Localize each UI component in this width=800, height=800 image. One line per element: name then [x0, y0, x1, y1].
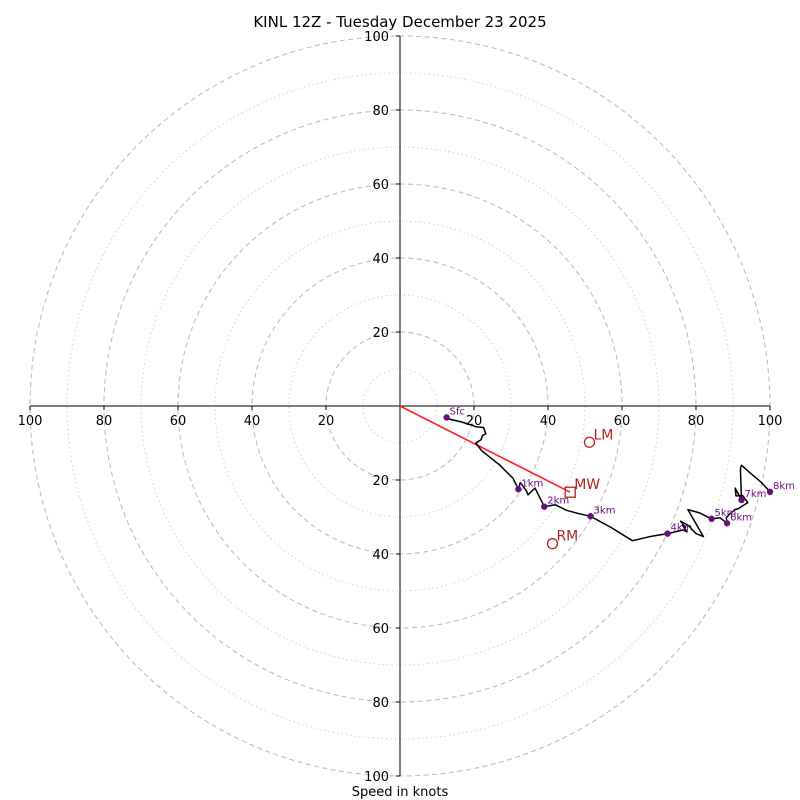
y-tick-label-pos-100: 100 — [364, 30, 389, 45]
height-label-6km: 6km — [730, 512, 752, 523]
y-tick-label-pos-20: 20 — [372, 326, 389, 341]
y-tick-label-neg-80: 80 — [372, 696, 389, 711]
storm-label-mw: MW — [574, 477, 600, 493]
shear-vector-layer — [399, 405, 571, 493]
height-point-2km — [541, 503, 548, 510]
storm-motion-markers: LM MW RM — [546, 427, 613, 550]
x-tick-label-neg-100: 100 — [18, 414, 43, 429]
x-tick-label-neg-80: 80 — [96, 414, 113, 429]
x-tick-label-pos-60: 60 — [614, 414, 631, 429]
height-label-sfc: Sfc — [450, 406, 465, 417]
x-tick-label-pos-40: 40 — [540, 414, 557, 429]
height-point-1km — [515, 486, 522, 493]
x-tick-label-neg-60: 60 — [170, 414, 187, 429]
storm-marker-mw — [564, 486, 576, 498]
y-tick-label-neg-20: 20 — [372, 474, 389, 489]
y-tick-label-pos-40: 40 — [372, 252, 389, 267]
chart-title: KINL 12Z - Tuesday December 23 2025 — [253, 13, 546, 31]
height-label-1km: 1km — [521, 478, 543, 489]
height-label-8km: 8km — [773, 481, 795, 492]
storm-label-lm: LM — [593, 427, 613, 443]
x-tick-label-neg-20: 20 — [318, 414, 335, 429]
height-point-5km — [708, 515, 715, 523]
height-label-7km: 7km — [745, 489, 767, 500]
x-tick-label-pos-80: 80 — [688, 414, 705, 429]
hodograph-trace — [445, 417, 771, 542]
x-tick-label-neg-40: 40 — [244, 414, 261, 429]
height-point-6km — [723, 520, 731, 527]
height-point-7km — [738, 496, 745, 504]
y-tick-label-neg-60: 60 — [372, 622, 389, 637]
y-tick-label-neg-100: 100 — [364, 770, 389, 785]
height-label-2km: 2km — [547, 496, 569, 507]
height-label-3km: 3km — [594, 505, 616, 516]
y-tick-label-pos-80: 80 — [372, 104, 389, 119]
storm-marker-lm — [583, 436, 596, 448]
shear-vector-line — [399, 405, 571, 493]
height-label-4km: 4km — [671, 523, 693, 534]
y-tick-label-neg-40: 40 — [372, 548, 389, 563]
height-label-5km: 5km — [715, 508, 737, 519]
storm-marker-rm — [546, 537, 559, 550]
y-tick-label-pos-60: 60 — [372, 178, 389, 193]
hodograph-trace-layer — [445, 417, 771, 542]
x-tick-label-pos-100: 100 — [758, 414, 783, 429]
height-point-8km — [766, 488, 774, 496]
tick-labels: 2020202040404040606060608080808010010010… — [18, 30, 783, 785]
height-point-sfc — [443, 414, 450, 421]
height-point-4km — [664, 530, 671, 537]
height-point-3km — [587, 513, 594, 520]
storm-label-rm: RM — [556, 529, 578, 545]
x-axis-label: Speed in knots — [352, 785, 449, 800]
